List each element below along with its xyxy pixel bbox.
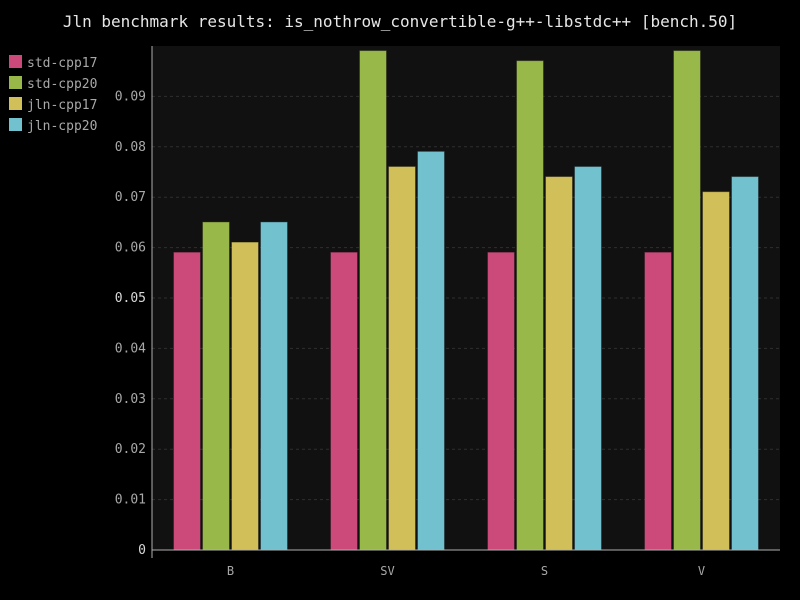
bar-jln-cpp17-S: jln-cpp17 S: 0.074 xyxy=(545,176,573,551)
bar-std-cpp20-B: std-cpp20 B: 0.065 xyxy=(202,221,230,551)
bars-layer: std-cpp17 B: 0.059std-cpp20 B: 0.065jln-… xyxy=(173,50,759,551)
axis-layer: 00.010.020.030.040.050.060.070.080.09B SV… xyxy=(115,46,780,578)
legend-item[interactable]: jln-cpp20 xyxy=(9,118,97,134)
y-tick-label: 0.08 xyxy=(115,140,146,155)
legend-item[interactable]: std-cpp17 xyxy=(9,55,97,71)
legend-item[interactable]: std-cpp20 xyxy=(9,76,97,92)
chart-title: Jln benchmark results: is_nothrow_conver… xyxy=(63,12,737,31)
y-tick-label: 0.04 xyxy=(115,341,146,356)
legend-swatch xyxy=(9,118,22,131)
bar-jln-cpp20-B: jln-cpp20 B: 0.065 xyxy=(260,221,288,551)
x-tick-label: S xyxy=(541,564,548,578)
y-tick-label: 0.05 xyxy=(115,291,146,306)
legend-item[interactable]: jln-cpp17 xyxy=(9,97,97,113)
legend: std-cpp17 std-cpp20 jln-cpp17 jln-cpp20 xyxy=(9,55,97,134)
y-tick-label: 0.09 xyxy=(115,89,146,104)
bar-jln-cpp20-S: jln-cpp20 S: 0.076 xyxy=(574,166,602,551)
bar-std-cpp20-SV: std-cpp20 SV: 0.099 xyxy=(359,50,387,551)
bar-std-cpp17-B: std-cpp17 B: 0.059 xyxy=(173,252,201,551)
bar-std-cpp20-V: std-cpp20 V: 0.099 xyxy=(673,50,701,551)
legend-label: std-cpp17 xyxy=(27,56,97,71)
legend-label: jln-cpp20 xyxy=(27,119,97,134)
bar-jln-cpp20-SV: jln-cpp20 SV: 0.079 xyxy=(417,151,445,551)
bar-std-cpp20-S: std-cpp20 S: 0.097 xyxy=(516,60,544,551)
bar-jln-cpp17-B: jln-cpp17 B: 0.061 xyxy=(231,242,259,551)
legend-swatch xyxy=(9,55,22,68)
x-tick-label: SV xyxy=(380,564,394,578)
legend-label: jln-cpp17 xyxy=(27,98,97,113)
bar-jln-cpp17-SV: jln-cpp17 SV: 0.076 xyxy=(388,166,416,551)
x-tick-label: V xyxy=(698,564,705,578)
bar-std-cpp17-SV: std-cpp17 SV: 0.059 xyxy=(330,252,358,551)
bar-jln-cpp17-V: jln-cpp17 V: 0.071 xyxy=(702,191,730,551)
y-tick-label: 0.03 xyxy=(115,392,146,407)
y-tick-label: 0.06 xyxy=(115,241,146,256)
bar-std-cpp17-S: std-cpp17 S: 0.059 xyxy=(487,252,515,551)
y-tick-label: 0.02 xyxy=(115,442,146,457)
bar-std-cpp17-V: std-cpp17 V: 0.059 xyxy=(644,252,672,551)
y-tick-label: 0.07 xyxy=(115,190,146,205)
bar-jln-cpp20-V: jln-cpp20 V: 0.074 xyxy=(731,176,759,551)
legend-swatch xyxy=(9,97,22,110)
x-tick-label: B xyxy=(227,564,234,578)
legend-label: std-cpp20 xyxy=(27,77,97,92)
y-tick-label: 0 xyxy=(138,543,146,558)
legend-swatch xyxy=(9,76,22,89)
y-tick-label: 0.01 xyxy=(115,493,146,508)
